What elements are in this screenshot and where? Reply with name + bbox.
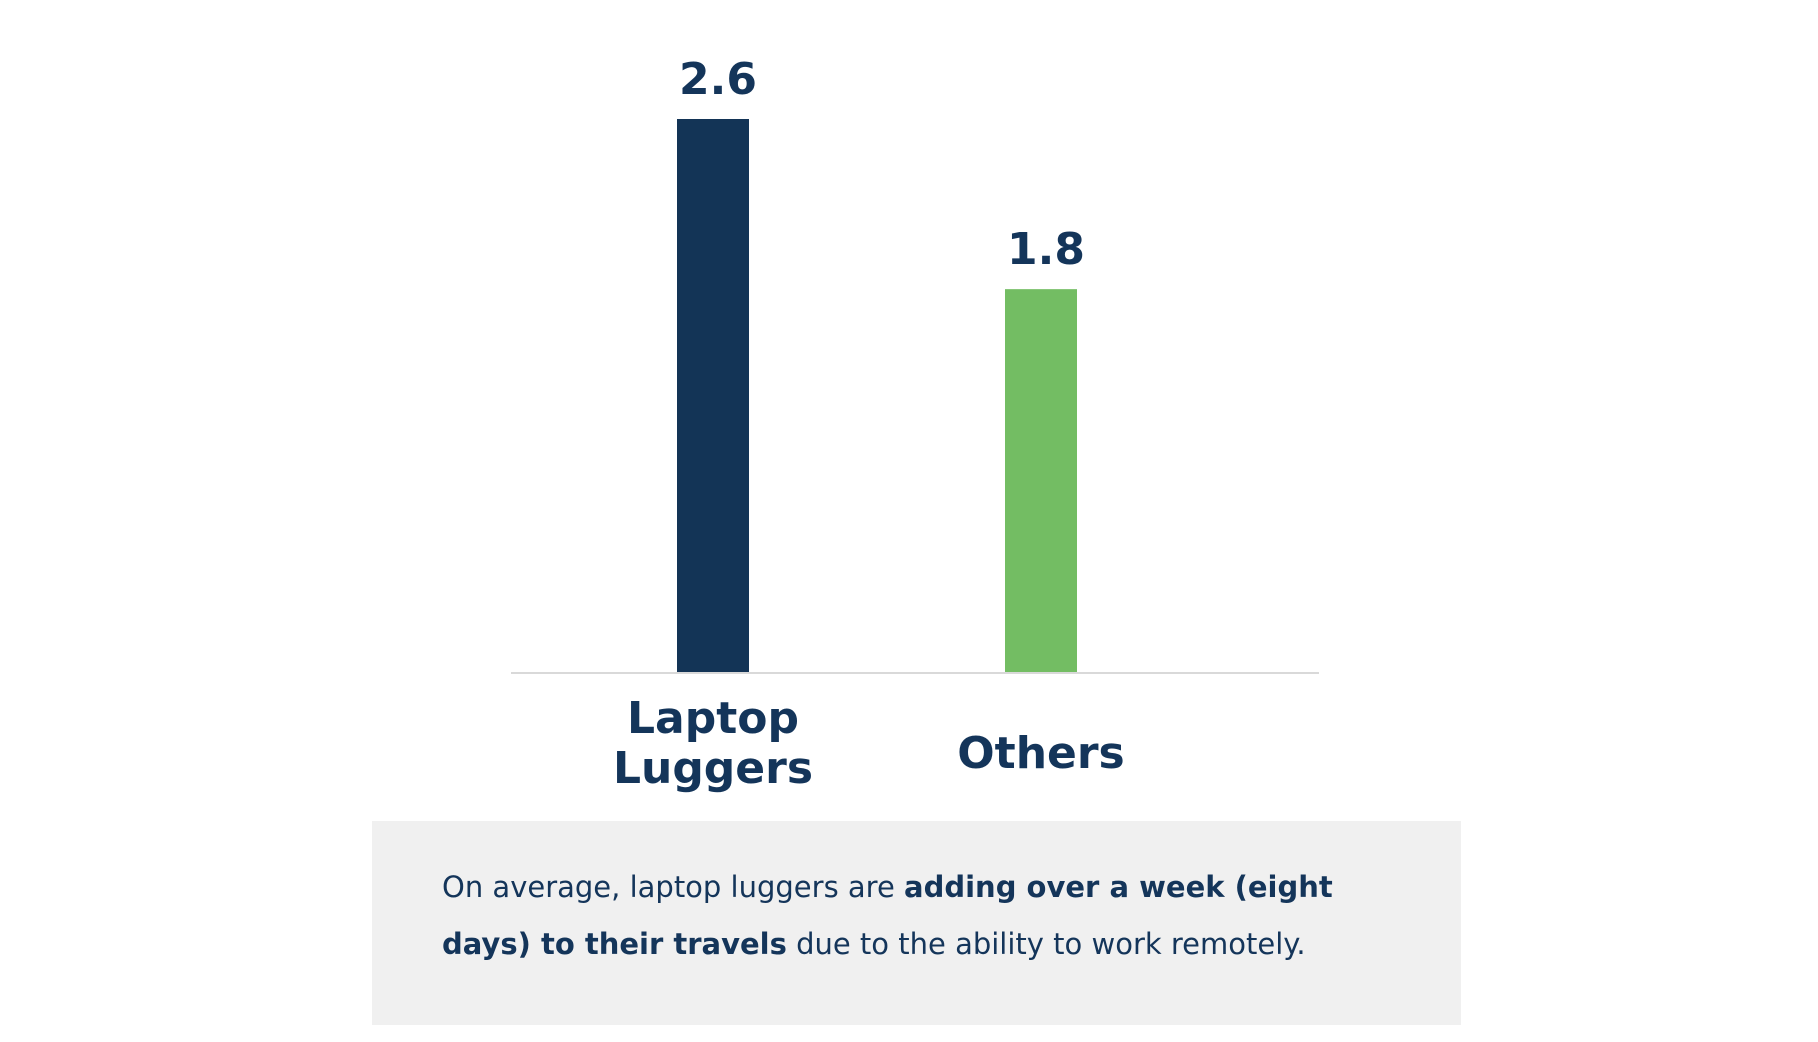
bar-laptop-luggers bbox=[677, 119, 749, 672]
note-text-lead: On average, laptop luggers are bbox=[442, 870, 905, 904]
data-label: 2.6 bbox=[679, 54, 757, 105]
note-text-highlight: adding over a week (eight days) to their… bbox=[442, 870, 1333, 961]
note-box: On average, laptop luggers are adding ov… bbox=[372, 821, 1461, 1025]
data-label: 1.8 bbox=[1007, 224, 1085, 275]
bar-chart: 2.6 Laptop Luggers 1.8 Others bbox=[511, 54, 1319, 794]
bar-others bbox=[1005, 289, 1077, 672]
note-text-tail: due to the ability to work remotely. bbox=[786, 927, 1306, 961]
note-text: On average, laptop luggers are adding ov… bbox=[442, 859, 1391, 973]
category-label: Others bbox=[957, 728, 1125, 779]
category-label: Laptop Luggers bbox=[613, 693, 813, 794]
